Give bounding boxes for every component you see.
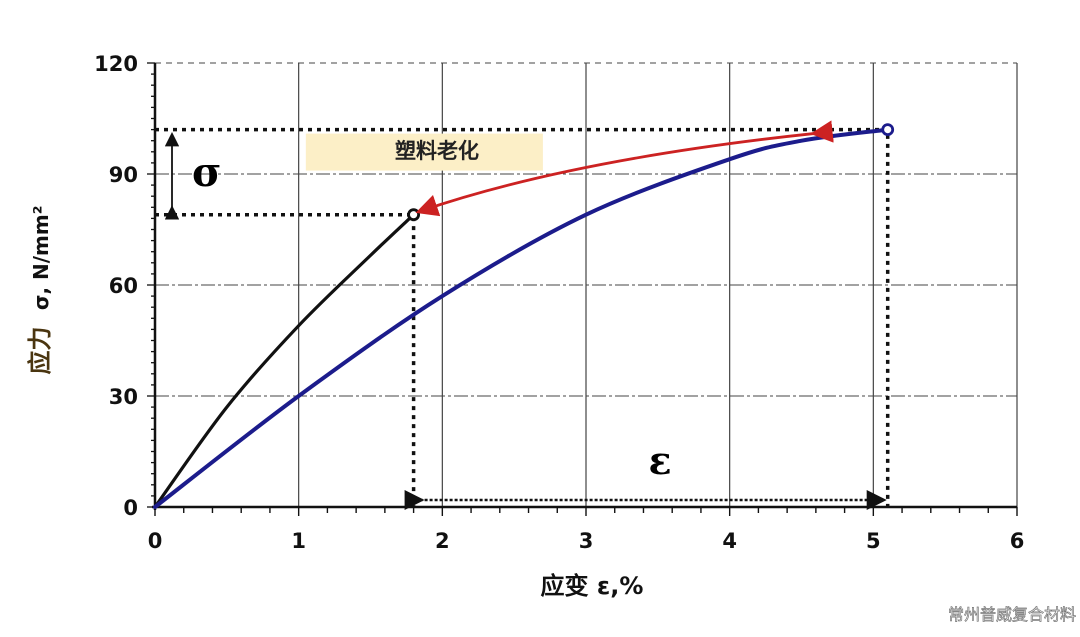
x-tick-label: 6 (1010, 529, 1025, 553)
series-curve-aged (153, 213, 416, 509)
x-tick-label: 3 (579, 529, 594, 553)
y-tick-label: 30 (109, 385, 138, 409)
epsilon-symbol: ε (648, 438, 671, 483)
y-axis-title-cn: 应力 (26, 326, 54, 374)
y-tick-label: 0 (123, 496, 138, 520)
dotted-guide-line (155, 212, 416, 507)
aging-arrow (415, 120, 834, 217)
x-tick-label: 4 (722, 529, 737, 553)
annotations (164, 120, 887, 510)
failure-point-marker (407, 208, 421, 222)
aging-label: 塑料老化 (395, 139, 479, 163)
y-axis-title-unit: σ, N/mm² (29, 206, 53, 311)
x-tick-label: 0 (148, 529, 163, 553)
watermark: 常州普威复合材料 (947, 605, 1077, 625)
x-axis-title: 应变 ε,% (541, 572, 644, 600)
failure-point-marker (881, 123, 895, 137)
y-axis-title: 应力 σ, N/mm² (26, 206, 54, 375)
x-tick-label: 2 (435, 529, 450, 553)
series-curve-original (153, 127, 890, 509)
x-tick-label: 1 (291, 529, 306, 553)
x-tick-label: 5 (866, 529, 881, 553)
dotted-guide-line (155, 127, 890, 507)
y-tick-label: 90 (109, 163, 138, 187)
sigma-symbol: σ (192, 149, 222, 196)
y-tick-label: 60 (109, 274, 138, 298)
y-tick-label: 120 (94, 52, 138, 76)
svg-text:应力 σ, N/mm²: 应力 σ, N/mm² (26, 206, 54, 375)
dotted-guides (155, 127, 890, 507)
